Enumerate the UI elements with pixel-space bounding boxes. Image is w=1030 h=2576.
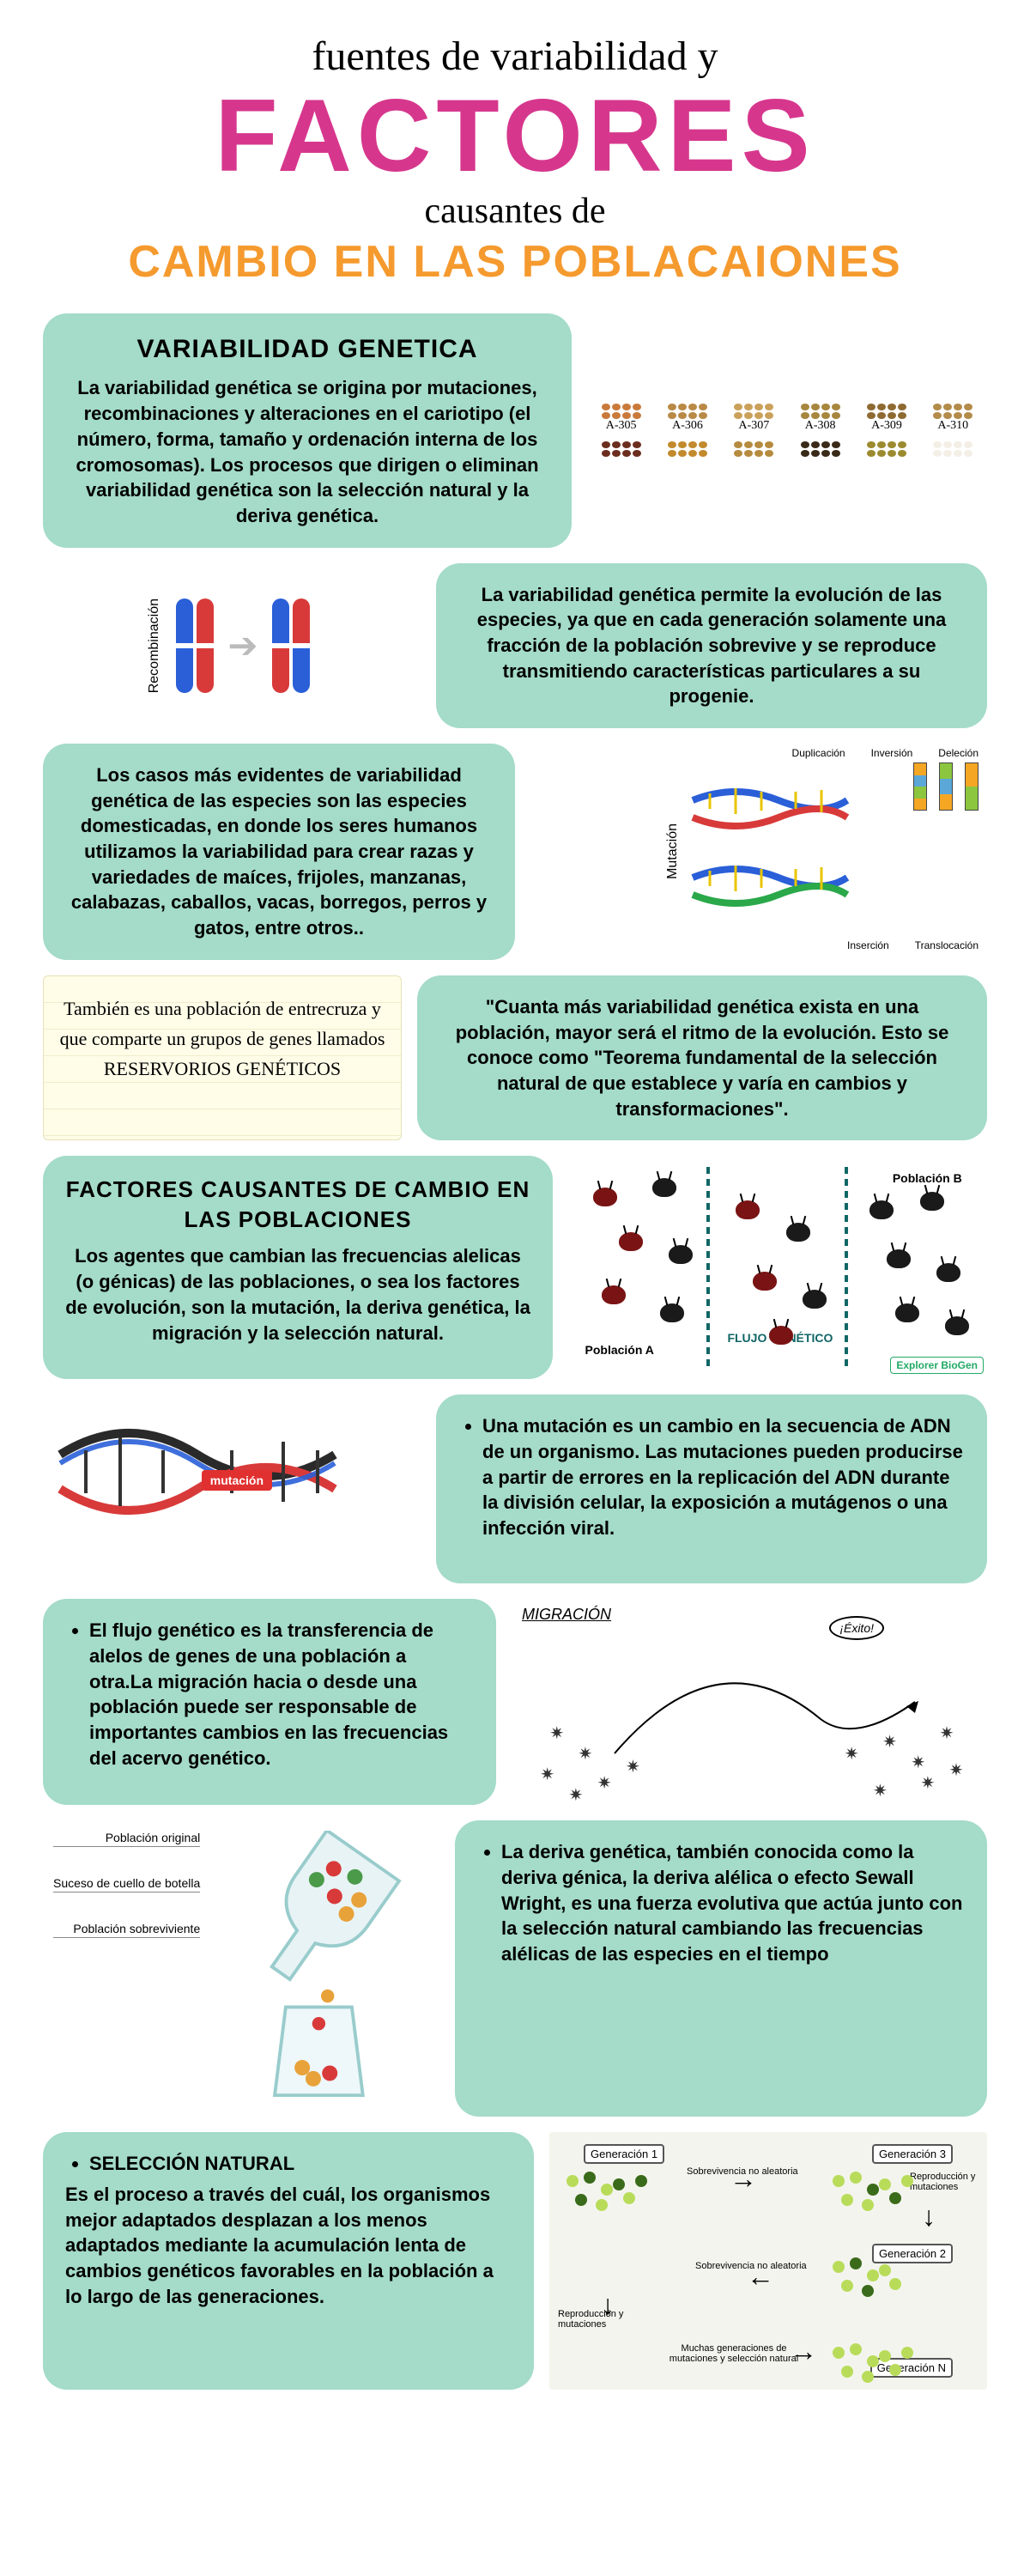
header-line1: fuentes de variabilidad y xyxy=(43,34,987,80)
card-mutacion: Una mutación es un cambio en la secuenci… xyxy=(436,1394,987,1583)
migration-image: MIGRACIÓN ¡Éxito! ✷✷✷✷✷✷✷✷✷✷✷✷✷ xyxy=(512,1599,987,1805)
generations-image: Generación 1 Generación 3 Generación 2 G… xyxy=(549,2132,987,2390)
card-variabilidad-title: VARIABILIDAD GENETICA xyxy=(65,332,549,368)
bottleneck-labels: Población original Suceso de cuello de b… xyxy=(53,1831,200,1938)
dna-helix-icon xyxy=(684,766,856,938)
card-seleccion: SELECCIÓN NATURAL Es el proceso a través… xyxy=(43,2132,534,2390)
card-evolucion: La variabilidad genética permite la evol… xyxy=(436,563,987,728)
card-factores-title: FACTORES CAUSANTES DE CAMBIO EN LAS POBL… xyxy=(65,1175,530,1235)
header-big: FACTORES xyxy=(43,84,987,187)
bottleneck-icon xyxy=(209,1831,429,2106)
infographic-page: fuentes de variabilidad y FACTORES causa… xyxy=(0,0,1030,2439)
card-variabilidad: VARIABILIDAD GENETICA La variabilidad ge… xyxy=(43,313,572,548)
beetles-image: Población A FLUJO GENÉTICO Población B E… xyxy=(568,1156,987,1379)
header: fuentes de variabilidad y FACTORES causa… xyxy=(43,34,987,288)
mutation-types-icon xyxy=(913,762,978,811)
bottleneck-image: Población original Suceso de cuello de b… xyxy=(43,1820,439,2117)
row-5: FACTORES CAUSANTES DE CAMBIO EN LAS POBL… xyxy=(43,1156,987,1379)
card-factores-body: Los agentes que cambian las frecuencias … xyxy=(65,1243,530,1346)
row-9: SELECCIÓN NATURAL Es el proceso a través… xyxy=(43,2132,987,2390)
row-8: Población original Suceso de cuello de b… xyxy=(43,1820,987,2117)
card-variabilidad-body: La variabilidad genética se origina por … xyxy=(65,375,549,528)
recombination-label: Recombinación xyxy=(143,595,166,696)
notepad: También es una población de entrecruza y… xyxy=(43,975,402,1140)
seeds-image: A-305A-306A-307A-308A-309A-310 xyxy=(587,313,987,548)
row-1: VARIABILIDAD GENETICA La variabilidad ge… xyxy=(43,313,987,548)
card-seleccion-body: Es el proceso a través del cuál, los org… xyxy=(65,2182,512,2309)
recombination-image: Recombinación ➔ xyxy=(43,563,421,728)
card-seleccion-title: SELECCIÓN NATURAL xyxy=(89,2151,512,2177)
row-6: mutación Una mutación es un cambio en la… xyxy=(43,1394,987,1583)
mutation-types-labels: Duplicación Inversión Deleción xyxy=(792,747,978,759)
mutation-image: Mutación Duplicación Inversión Dele xyxy=(530,744,987,960)
mutation-tag: mutación xyxy=(202,1470,272,1491)
row-4: También es una población de entrecruza y… xyxy=(43,975,987,1140)
card-flujo: El flujo genético es la transferencia de… xyxy=(43,1599,496,1805)
card-deriva: La deriva genética, también conocida com… xyxy=(455,1820,987,2117)
card-factores: FACTORES CAUSANTES DE CAMBIO EN LAS POBL… xyxy=(43,1156,553,1379)
arrow-icon: ➔ xyxy=(227,624,258,666)
dna-mutation-image: mutación xyxy=(43,1394,421,1583)
card-domesticadas: Los casos más evidentes de variabilidad … xyxy=(43,744,515,960)
card-teorema: "Cuanta más variabilidad genética exista… xyxy=(417,975,987,1140)
mutation-label: Mutación xyxy=(662,820,684,883)
header-line2: causantes de xyxy=(43,191,987,231)
row-7: El flujo genético es la transferencia de… xyxy=(43,1599,987,1805)
row-3: Los casos más evidentes de variabilidad … xyxy=(43,744,987,960)
row-2: Recombinación ➔ La variabilidad genética… xyxy=(43,563,987,728)
header-orange: CAMBIO EN LAS POBLACAIONES xyxy=(43,236,987,288)
migration-path-icon xyxy=(512,1599,987,1805)
